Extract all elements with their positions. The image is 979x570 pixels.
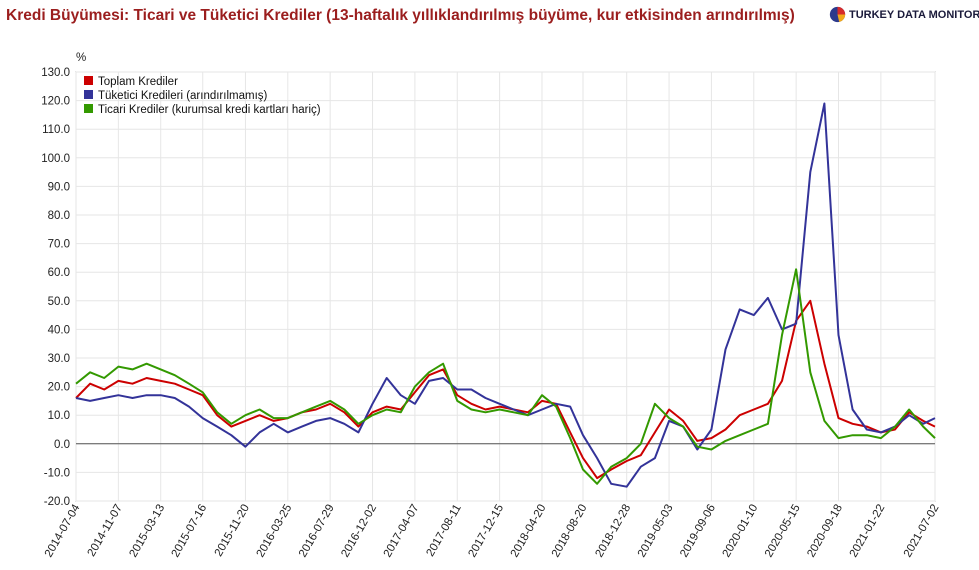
series-layer [75,102,936,488]
x-tick-label: 2014-07-04 [43,502,83,559]
y-tick-label: 60.0 [48,267,70,279]
y-axis-unit: % [76,52,86,64]
x-tick-label: 2020-05-15 [763,503,803,560]
x-tick-label: 2014-11-07 [86,503,125,559]
y-tick-label: 100.0 [41,153,70,165]
x-tick-label: 2015-11-20 [213,503,252,559]
x-tick-label: 2015-07-16 [170,503,210,560]
y-tick-label: 70.0 [48,239,70,251]
y-tick-label: 80.0 [48,210,70,222]
y-tick-label: 0.0 [54,439,70,451]
chart-title: Kredi Büyümesi: Ticari ve Tüketici Kredi… [6,7,795,24]
x-tick-label: 2018-12-28 [593,503,633,560]
y-tick-label: 120.0 [41,96,70,108]
y-tick-label: 90.0 [48,181,70,193]
x-tick-label: 2016-07-29 [297,503,337,560]
y-tick-label: -10.0 [44,467,70,479]
grid-lines [75,71,936,502]
x-tick-label: 2017-08-11 [424,502,463,558]
pie-logo-icon [829,6,846,23]
y-tick-label: 10.0 [48,410,70,422]
legend-swatch [84,76,93,85]
x-tick-label: 2017-12-15 [466,503,506,560]
x-tick-label: 2019-05-03 [636,503,676,560]
legend-label: Toplam Krediler [98,76,178,88]
series-line-3 [75,268,936,485]
x-tick-label: 2016-03-25 [255,503,295,560]
series-line-2 [75,102,936,488]
x-tick-label: 2020-09-18 [805,503,845,560]
x-tick-label: 2017-04-07 [382,503,422,560]
y-tick-label: -20.0 [44,496,70,508]
x-tick-label: 2018-08-20 [550,503,590,560]
legend: Toplam Krediler Tüketici Kredileri (arınd… [84,76,321,116]
y-tick-label: 40.0 [48,324,70,336]
y-axis-ticks: 130.0 120.0 110.0 100.0 90.0 80.0 70.0 60.0 50.0… [41,67,70,508]
x-tick-label: 2020-01-10 [721,503,761,560]
x-tick-label: 2018-04-20 [509,503,549,560]
logo-text: TURKEY DATA MONITOR [849,8,979,21]
y-tick-label: 50.0 [48,296,70,308]
legend-label: Ticari Krediler (kurumsal kredi kartları… [98,104,321,116]
x-tick-label: 2016-12-02 [339,503,379,560]
legend-swatch [84,90,93,99]
y-tick-label: 130.0 [41,67,70,79]
x-tick-label: 2021-01-22 [848,503,888,560]
x-tick-label: 2015-03-13 [128,503,168,560]
y-tick-label: 30.0 [48,353,70,365]
series-line-1 [75,299,936,480]
y-tick-label: 110.0 [42,124,70,136]
legend-swatch [84,104,93,113]
brand-logo: TURKEY DATA MONITOR [829,6,979,23]
plot-area [75,71,936,502]
y-tick-label: 20.0 [48,382,70,394]
legend-label: Tüketici Kredileri (arındırılmamış) [98,90,268,102]
x-tick-label: 2021-07-02 [902,503,942,560]
x-axis-ticks: 2014-07-04 2014-11-07 2015-03-13 2015-07-16… [43,502,942,559]
x-tick-label: 2019-09-06 [678,503,718,560]
